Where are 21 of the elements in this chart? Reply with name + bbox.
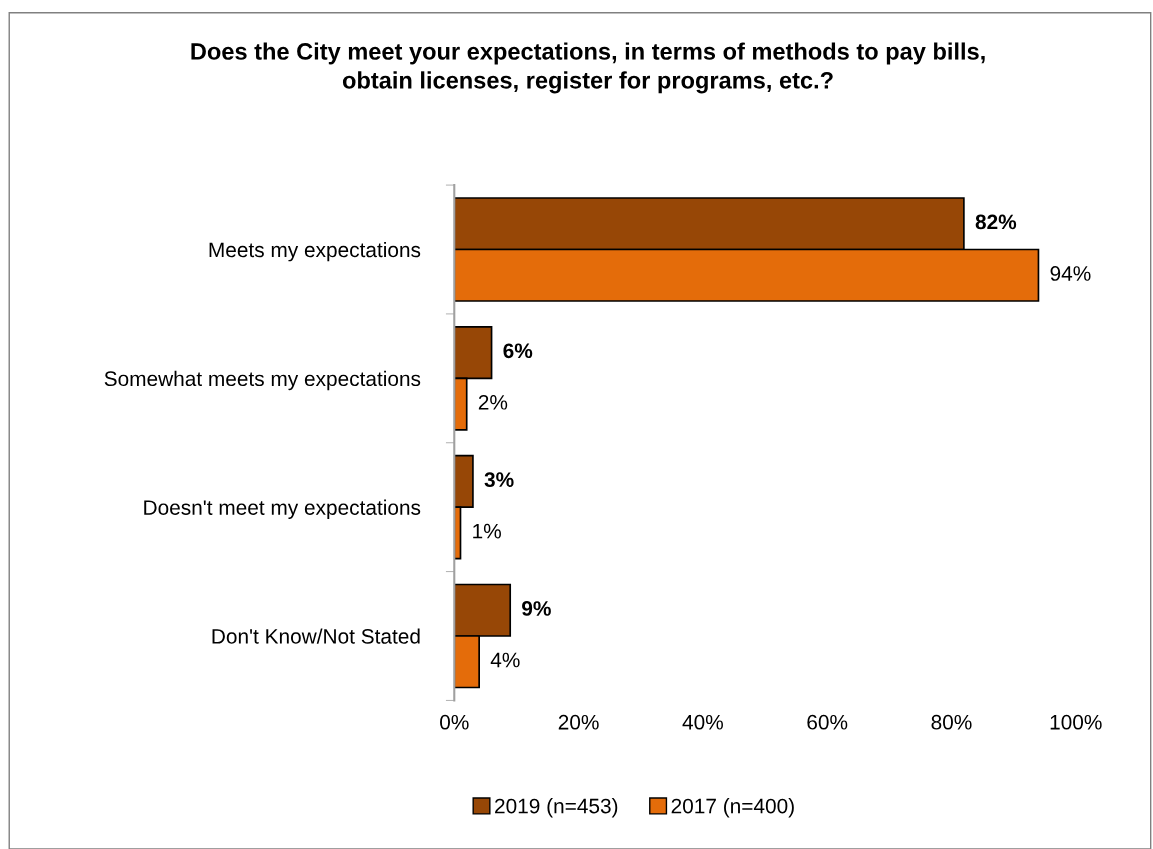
x-tick-label: 60%: [807, 714, 848, 730]
x-tick-label: 40%: [682, 714, 723, 730]
y-tick-label: Don't Know/Not Stated: [212, 628, 420, 644]
x-tick-label: 20%: [558, 714, 599, 730]
x-tick-label: 80%: [931, 714, 972, 730]
x-tick-label: 0%: [440, 714, 469, 730]
y-tick-label: Meets my expectations: [209, 241, 421, 262]
x-tick-label: 100%: [1050, 714, 1102, 730]
y-tick-label: Somewhat meets my expectations: [104, 370, 421, 391]
data-label: 94%: [1050, 266, 1091, 281]
data-label: 6%: [503, 343, 533, 359]
y-tick-label: Doesn't meet my expectations: [144, 499, 421, 520]
legend-label: 2019 (n=453): [495, 798, 618, 818]
legend-label: 2017 (n=400): [671, 798, 794, 818]
chart-title: Does the City meet your expectations, in terms of methods to pay bills, obtain licenses, register for programs, etc.?: [191, 42, 985, 94]
data-label: 2%: [478, 394, 508, 410]
data-label: 1%: [473, 523, 501, 539]
data-label: 4%: [490, 652, 520, 668]
data-label: 9%: [522, 601, 551, 616]
data-label: 82%: [975, 214, 1017, 230]
data-label: 3%: [484, 472, 514, 488]
